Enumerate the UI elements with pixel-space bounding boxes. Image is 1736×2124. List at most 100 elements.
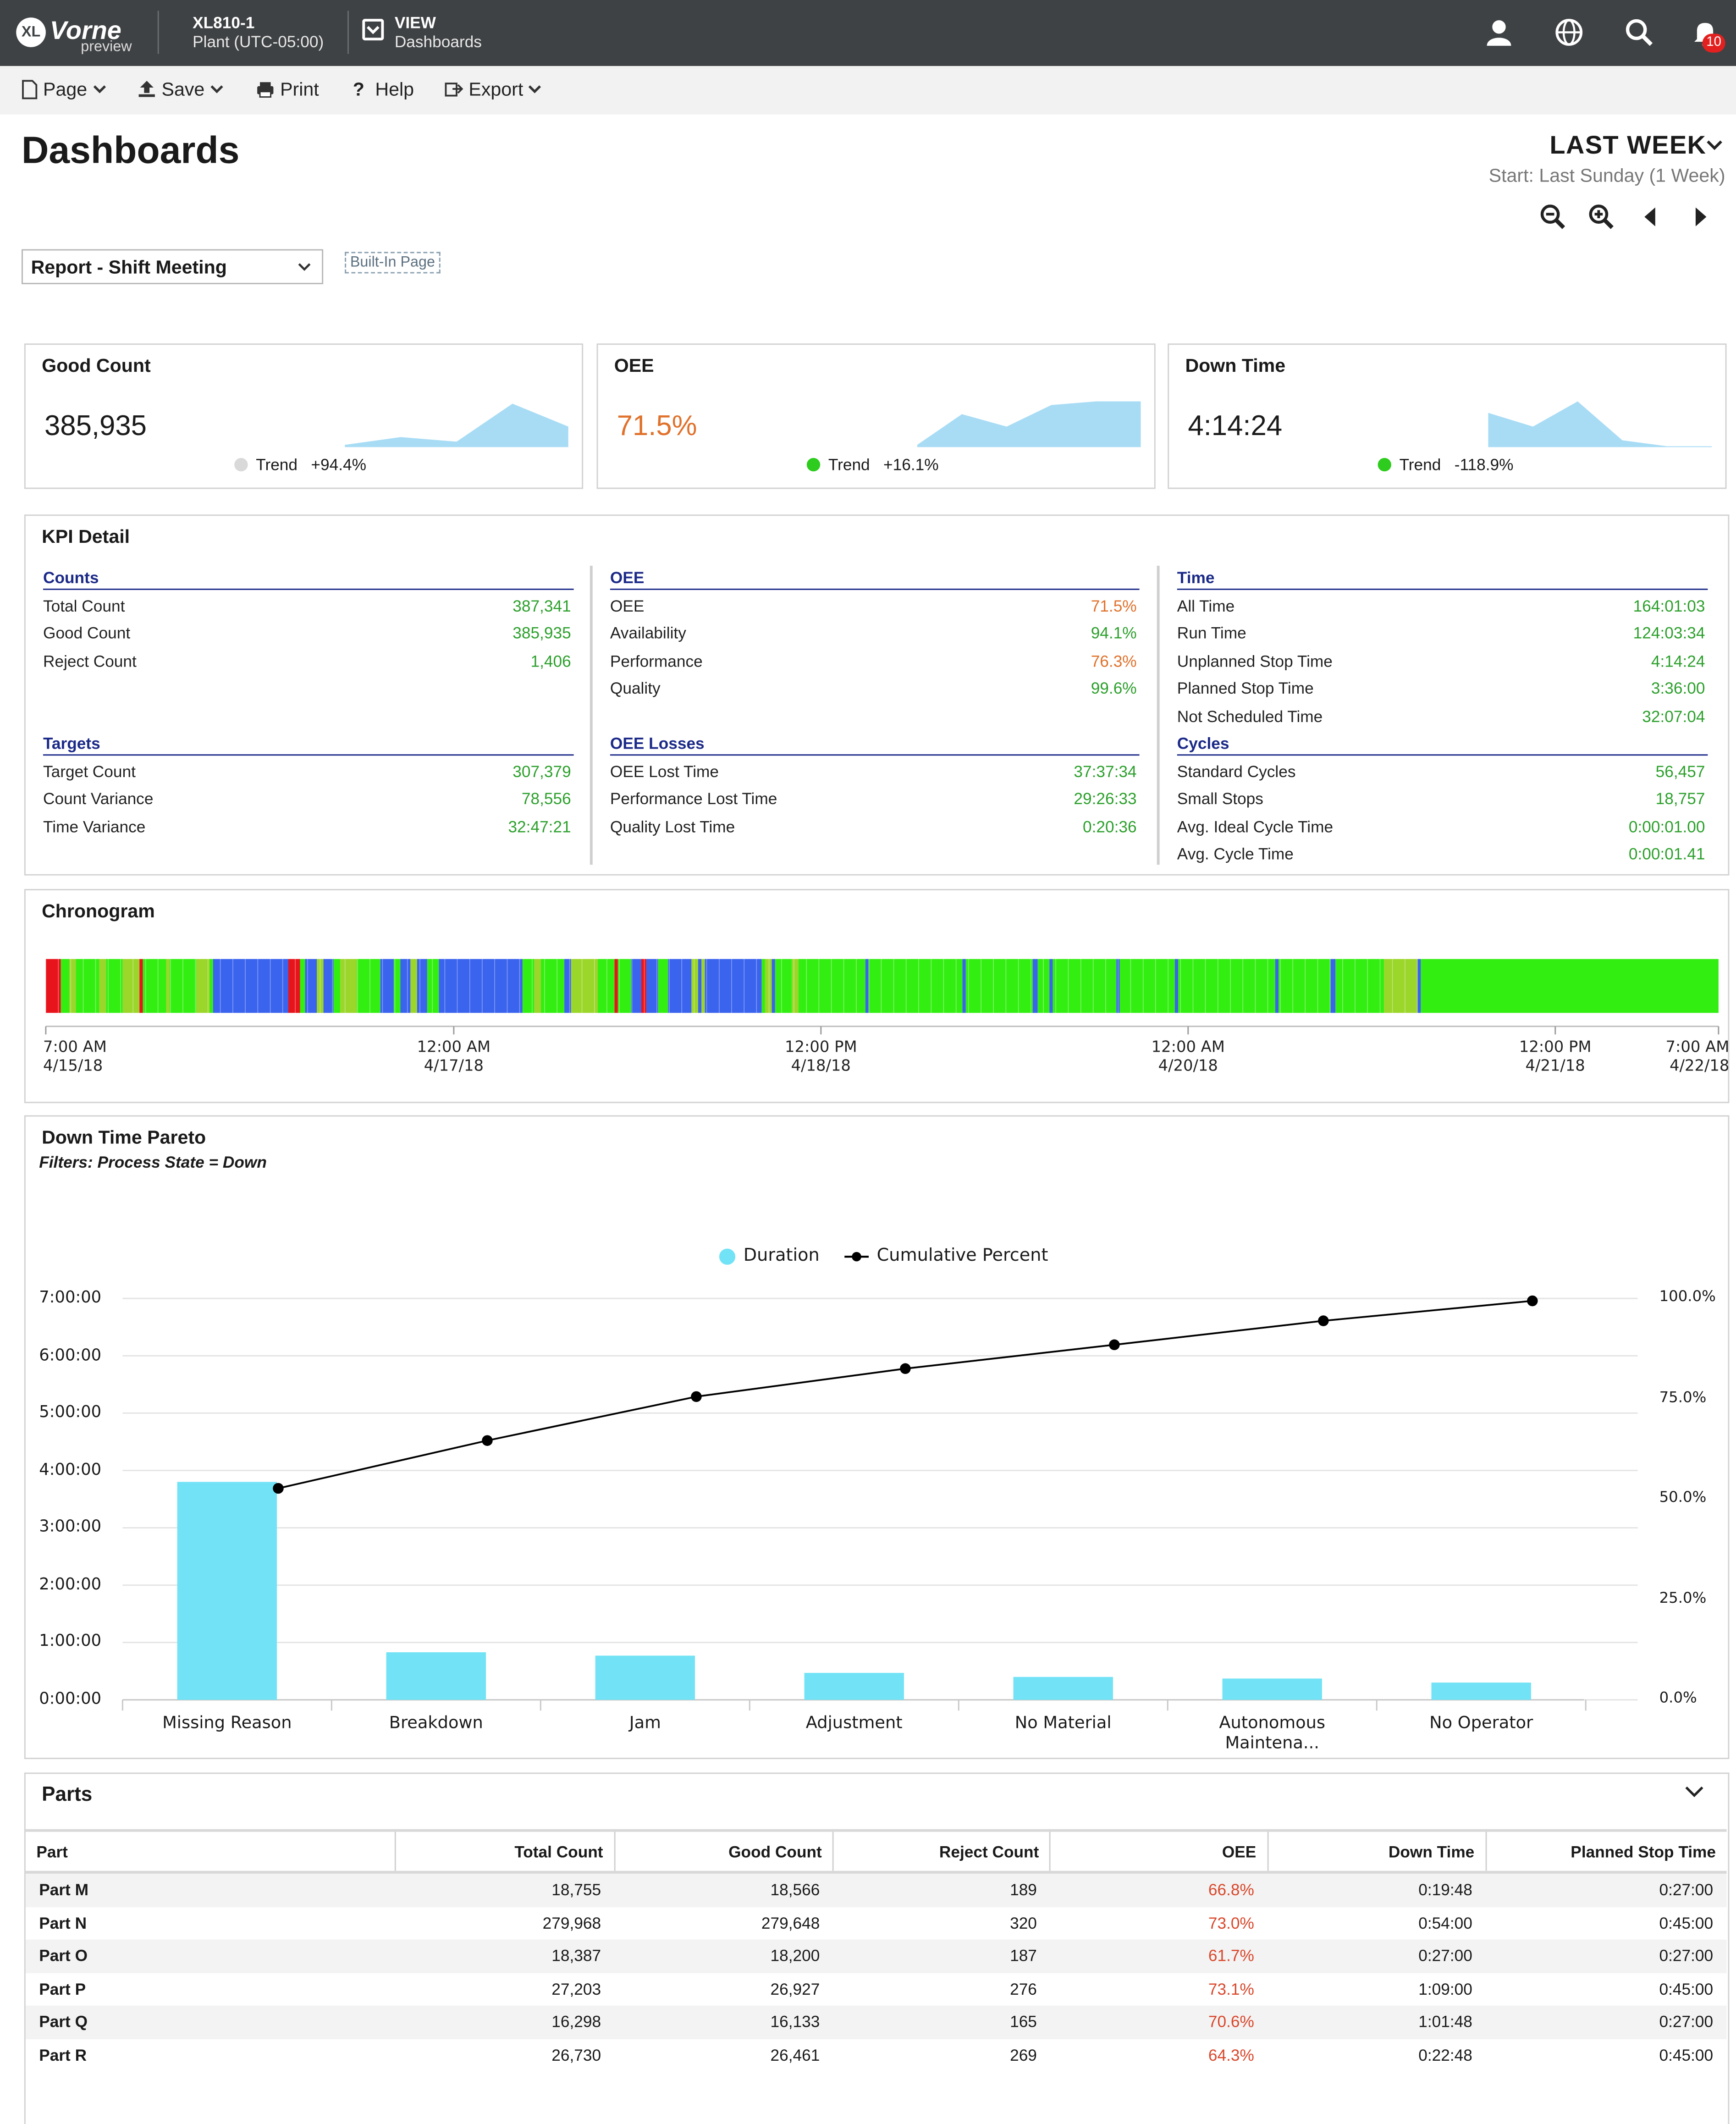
pareto-bar[interactable] <box>1014 1677 1113 1700</box>
chronogram-segment[interactable] <box>762 959 765 1013</box>
export-menu[interactable]: Export <box>445 78 542 99</box>
chevron-down-icon[interactable] <box>1706 139 1722 152</box>
chronogram-segment[interactable] <box>1120 959 1175 1013</box>
chronogram-segment[interactable] <box>69 959 76 1013</box>
chronogram-segment[interactable] <box>966 959 1033 1013</box>
chronogram-segment[interactable] <box>61 959 69 1013</box>
cumulative-point[interactable] <box>1527 1296 1538 1307</box>
column-header[interactable]: Reject Count <box>833 1831 1051 1872</box>
print-button[interactable]: Print <box>256 78 319 99</box>
next-icon[interactable] <box>1686 202 1716 232</box>
table-row[interactable]: Part O 18,387 18,200 187 61.7% 0:27:00 0:27:00 <box>26 1940 1727 1973</box>
chronogram-segment[interactable] <box>1053 959 1117 1013</box>
column-header[interactable]: Total Count <box>396 1831 614 1872</box>
chronogram-segment[interactable] <box>799 959 865 1013</box>
chronogram-segment[interactable] <box>564 959 571 1013</box>
chronogram-segment[interactable] <box>400 959 410 1013</box>
page-menu[interactable]: Page <box>22 78 106 99</box>
chronogram-segment[interactable] <box>410 959 417 1013</box>
view-selector[interactable]: VIEW Dashboards <box>395 13 482 51</box>
chronogram-segment[interactable] <box>631 959 641 1013</box>
help-button[interactable]: ? Help <box>353 78 414 99</box>
chronogram-segment[interactable] <box>417 959 427 1013</box>
chronogram-segment[interactable] <box>139 959 143 1013</box>
chronogram-segment[interactable] <box>143 959 166 1013</box>
chronogram-segment[interactable] <box>288 959 300 1013</box>
device-selector[interactable]: XL810-1 Plant (UTC-05:00) <box>193 13 324 51</box>
chronogram-segment[interactable] <box>166 959 170 1013</box>
chronogram-segment[interactable] <box>1175 959 1178 1013</box>
chronogram-segment[interactable] <box>334 959 341 1013</box>
legend-duration[interactable]: Duration <box>719 1246 820 1266</box>
cumulative-point[interactable] <box>1318 1315 1329 1326</box>
column-header[interactable]: Down Time <box>1268 1831 1486 1872</box>
chronogram-segment[interactable] <box>300 959 305 1013</box>
column-header[interactable]: Part <box>26 1831 396 1872</box>
chronogram-segment[interactable] <box>1384 959 1417 1013</box>
zoom-in-icon[interactable] <box>1587 202 1616 232</box>
chronogram-segment[interactable] <box>1033 959 1038 1013</box>
chronogram-segment[interactable] <box>534 959 541 1013</box>
chronogram-segment[interactable] <box>427 959 439 1013</box>
chronogram-segment[interactable] <box>641 959 646 1013</box>
table-row[interactable]: Part M 18,755 18,566 189 66.8% 0:19:48 0:27:00 <box>26 1872 1727 1907</box>
view-icon[interactable] <box>362 19 384 40</box>
chronogram-segment[interactable] <box>99 959 106 1013</box>
table-row[interactable]: Part P 27,203 26,927 276 73.1% 1:09:00 0:45:00 <box>26 1973 1727 2006</box>
column-header[interactable]: Good Count <box>615 1831 833 1872</box>
table-row[interactable]: Part N 279,968 279,648 320 73.0% 0:54:00 0:45:… <box>26 1907 1727 1940</box>
pareto-bar[interactable] <box>595 1655 695 1699</box>
chronogram-segment[interactable] <box>1279 959 1330 1013</box>
pareto-bar[interactable] <box>1432 1683 1531 1700</box>
chronogram-segment[interactable] <box>439 959 522 1013</box>
cumulative-point[interactable] <box>900 1363 911 1374</box>
chronogram-segment[interactable] <box>701 959 705 1013</box>
period-selector[interactable]: LAST WEEK <box>1549 132 1706 162</box>
chronogram-segment[interactable] <box>865 959 869 1013</box>
pareto-chart[interactable] <box>0 1266 1736 1738</box>
column-header[interactable]: OEE <box>1050 1831 1268 1872</box>
cumulative-point[interactable] <box>1109 1340 1120 1351</box>
chronogram-segment[interactable] <box>698 959 701 1013</box>
pareto-bar[interactable] <box>386 1652 486 1700</box>
chronogram-segment[interactable] <box>213 959 288 1013</box>
chronogram-segment[interactable] <box>792 959 799 1013</box>
chronogram-segment[interactable] <box>618 959 631 1013</box>
pareto-bar[interactable] <box>177 1482 277 1699</box>
chronogram-segment[interactable] <box>691 959 698 1013</box>
column-header[interactable]: Planned Stop Time <box>1486 1831 1726 1872</box>
chronogram-segment[interactable] <box>772 959 775 1013</box>
chronogram-segment[interactable] <box>1049 959 1053 1013</box>
pareto-bar[interactable] <box>1223 1678 1322 1699</box>
chronogram-segment[interactable] <box>1421 959 1719 1013</box>
cumulative-point[interactable] <box>273 1483 284 1494</box>
chronogram-segment[interactable] <box>615 959 618 1013</box>
chronogram-segment[interactable] <box>340 959 357 1013</box>
chronogram-segment[interactable] <box>1275 959 1279 1013</box>
collapse-icon[interactable] <box>1685 1785 1703 1798</box>
search-icon[interactable] <box>1623 16 1655 49</box>
table-row[interactable]: Part R 26,730 26,461 269 64.3% 0:22:48 0:45:00 <box>26 2039 1727 2072</box>
table-row[interactable]: Part Q 16,298 16,133 165 70.6% 1:01:48 0:27:00 <box>26 2006 1727 2039</box>
chronogram-segment[interactable] <box>775 959 792 1013</box>
cumulative-point[interactable] <box>691 1391 702 1402</box>
chronogram-segment[interactable] <box>123 959 139 1013</box>
pareto-bar[interactable] <box>805 1673 904 1700</box>
chronogram-segment[interactable] <box>668 959 691 1013</box>
previous-icon[interactable] <box>1637 202 1666 232</box>
chronogram-segment[interactable] <box>210 959 213 1013</box>
chronogram-segment[interactable] <box>357 959 380 1013</box>
chronogram-segment[interactable] <box>658 959 668 1013</box>
cumulative-point[interactable] <box>482 1435 493 1446</box>
chronogram-segment[interactable] <box>1330 959 1335 1013</box>
chronogram-segment[interactable] <box>705 959 762 1013</box>
chronogram-segment[interactable] <box>324 959 334 1013</box>
chronogram-segment[interactable] <box>646 959 658 1013</box>
globe-icon[interactable] <box>1553 16 1586 49</box>
chronogram-segment[interactable] <box>765 959 772 1013</box>
chronogram-segment[interactable] <box>598 959 614 1013</box>
chronogram-segment[interactable] <box>305 959 317 1013</box>
chronogram-segment[interactable] <box>963 959 966 1013</box>
chronogram-segment[interactable] <box>1417 959 1421 1013</box>
user-icon[interactable] <box>1483 16 1516 49</box>
